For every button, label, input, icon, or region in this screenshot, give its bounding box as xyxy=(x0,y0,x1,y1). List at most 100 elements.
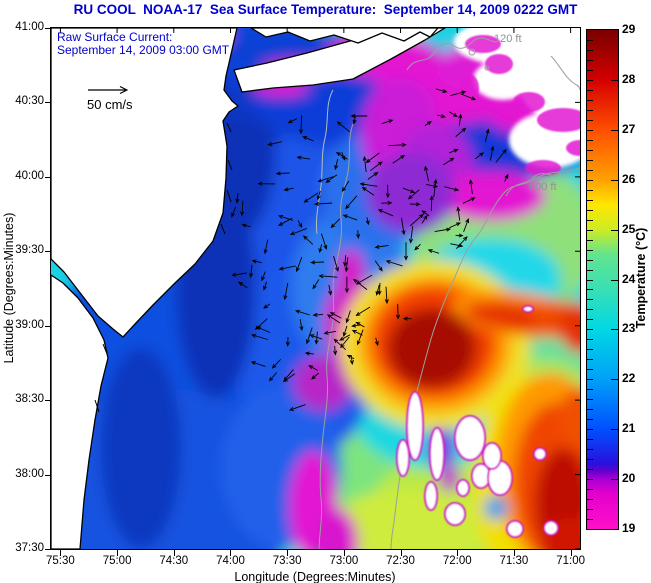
contour-inner-shelf xyxy=(316,89,334,235)
colorbar-minor-tick xyxy=(587,109,593,111)
colorbar-major-tick xyxy=(611,79,618,81)
x-tick-mark xyxy=(400,550,402,556)
colorbar-minor-tick xyxy=(587,99,593,101)
sst-map-image: 120 ft 600 ft 50 cm/s xyxy=(51,28,580,549)
x-tick-label: 74:00 xyxy=(216,555,245,567)
land-new-jersey xyxy=(51,28,239,338)
colorbar-minor-tick xyxy=(587,419,593,421)
contour-600ft xyxy=(390,167,580,549)
colorbar-tick-label: 29 xyxy=(622,22,636,36)
colorbar-tick-label: 25 xyxy=(622,221,636,236)
y-tick-label: 40:30 xyxy=(15,95,44,108)
colorbar-minor-tick xyxy=(587,249,593,251)
y-tick-mark xyxy=(45,400,51,402)
x-tick-mark xyxy=(287,550,289,556)
colorbar-minor-tick xyxy=(587,349,593,351)
y-tick-mark xyxy=(45,549,51,550)
colorbar-minor-tick xyxy=(587,69,593,71)
contour-label-600ft: 600 ft xyxy=(529,181,557,193)
y-tick-label: 39:00 xyxy=(15,318,44,331)
x-tick-mark xyxy=(570,550,572,556)
contour-loop xyxy=(468,48,476,56)
colorbar-minor-tick xyxy=(587,89,593,91)
colorbar-minor-tick xyxy=(587,239,593,241)
colorbar-minor-tick xyxy=(587,509,593,511)
coastline-barrier-islands xyxy=(94,122,233,413)
colorbar-minor-tick xyxy=(587,299,593,301)
y-tick-mark xyxy=(45,251,51,253)
colorbar-major-tick xyxy=(611,429,618,431)
colorbar-minor-tick xyxy=(587,319,593,321)
x-tick-mark xyxy=(117,550,119,556)
colorbar-minor-tick xyxy=(587,269,593,271)
colorbar-minor-tick xyxy=(587,359,593,361)
scale-arrow-glyph xyxy=(88,85,129,95)
x-tick-label: 71:30 xyxy=(499,555,529,567)
colorbar-minor-tick xyxy=(587,189,593,191)
y-tick-label: 39:30 xyxy=(15,244,44,257)
colorbar-tick-label: 26 xyxy=(622,171,636,186)
colorbar-major-tick xyxy=(611,279,618,281)
colorbar-minor-tick xyxy=(587,429,593,431)
contour-loop xyxy=(484,65,490,71)
colorbar-tick-label: 23 xyxy=(622,321,636,336)
colorbar-minor-tick xyxy=(587,159,593,161)
colorbar-minor-tick xyxy=(587,439,593,441)
x-tick-mark xyxy=(513,550,515,556)
y-tick-label: 38:00 xyxy=(15,467,44,480)
colorbar-minor-tick xyxy=(587,49,593,51)
x-tick-label: 73:00 xyxy=(329,555,359,567)
colorbar-minor-tick xyxy=(587,499,593,501)
x-tick-mark xyxy=(60,550,62,556)
y-tick-label: 40:00 xyxy=(15,169,44,182)
colorbar-tick-label: 24 xyxy=(622,271,636,286)
x-tick-label: 72:30 xyxy=(386,555,415,567)
x-tick-mark xyxy=(457,550,459,556)
colorbar-tick-label: 20 xyxy=(622,471,636,486)
x-tick-label: 74:30 xyxy=(159,555,189,567)
current-overlay-line1: Raw Surface Current: xyxy=(57,30,173,44)
colorbar-tick-label: 28 xyxy=(622,71,636,86)
contour-600ft-spur xyxy=(505,173,560,197)
colorbar-major-tick xyxy=(611,329,618,331)
land-layer xyxy=(51,28,446,549)
scale-arrow xyxy=(88,85,129,95)
y-tick-mark xyxy=(45,474,51,476)
colorbar-minor-tick xyxy=(587,229,593,231)
colorbar-minor-tick xyxy=(587,339,593,341)
colorbar-minor-tick xyxy=(587,169,593,171)
cloud-fringe-cold-pixels xyxy=(459,35,580,176)
current-overlay-line2: September 14, 2009 03:00 GMT xyxy=(57,43,230,57)
colorbar-minor-tick xyxy=(587,259,593,261)
y-tick-label: 41:00 xyxy=(15,21,44,33)
colorbar-minor-tick xyxy=(587,219,593,221)
contour-labels: 120 ft 600 ft xyxy=(494,33,557,193)
colorbar xyxy=(586,29,619,530)
y-tick-mark xyxy=(45,28,51,29)
colorbar-minor-tick xyxy=(587,39,593,41)
colorbar-major-tick xyxy=(611,129,618,131)
y-tick-mark xyxy=(45,325,51,327)
colorbar-minor-tick xyxy=(587,119,593,121)
colorbar-minor-tick xyxy=(587,59,593,61)
scale-arrow-label: 50 cm/s xyxy=(87,97,133,112)
land-long-island xyxy=(233,28,446,93)
colorbar-minor-tick xyxy=(587,449,593,451)
colorbar-minor-tick xyxy=(587,139,593,141)
current-overlay-label: Raw Surface Current: September 14, 2009 … xyxy=(57,31,229,57)
colorbar-minor-tick xyxy=(587,469,593,471)
y-tick-label: 37:30 xyxy=(15,542,44,554)
colorbar-minor-tick xyxy=(587,519,593,521)
colorbar-major-tick xyxy=(611,479,618,481)
cloud-mask-southeast xyxy=(396,305,559,538)
x-tick-mark xyxy=(230,550,232,556)
colorbar-minor-tick xyxy=(587,129,593,131)
y-axis-label: Latitude (Degrees:Minutes) xyxy=(2,212,16,364)
map-plot-area: Raw Surface Current: September 14, 2009 … xyxy=(50,27,581,550)
x-tick-label: 75:30 xyxy=(46,555,75,567)
colorbar-minor-tick xyxy=(587,309,593,311)
y-tick-mark xyxy=(45,102,51,104)
colorbar-minor-tick xyxy=(587,399,593,401)
colorbar-minor-tick xyxy=(587,289,593,291)
colorbar-minor-tick xyxy=(587,149,593,151)
